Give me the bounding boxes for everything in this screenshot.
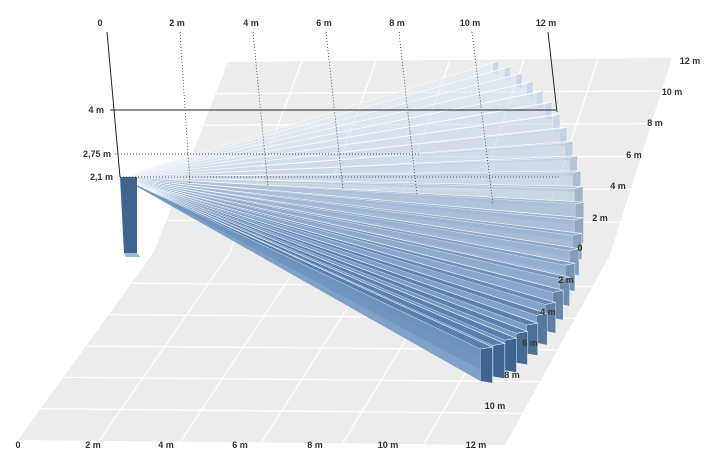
vertical-axis-line (106, 31, 121, 178)
right-back-tick-1: 10 m (662, 87, 683, 97)
beam-2 (119, 66, 511, 178)
top-tick-5: 10 m (460, 18, 481, 28)
right-back-axis-labels: 12 m 10 m 8 m 6 m 4 m 2 m 0 (577, 56, 700, 253)
tick-guide-2 (252, 31, 269, 188)
sensor-device (120, 177, 140, 257)
right-front-tick-3: 8 m (504, 370, 520, 380)
top-tick-3: 6 m (316, 18, 332, 28)
tick-guide-5 (471, 31, 494, 206)
detection-beams (119, 60, 585, 384)
right-front-tick-2: 6 m (522, 338, 538, 348)
range-12m-line (547, 31, 558, 113)
beam-7 (119, 113, 561, 178)
beam-9 (119, 140, 573, 178)
top-tick-4: 8 m (389, 18, 405, 28)
guide-lines (106, 31, 560, 178)
right-back-tick-6: 0 (577, 243, 582, 253)
tick-guide-1 (179, 31, 191, 184)
right-back-tick-0: 12 m (680, 56, 701, 66)
bottom-tick-6: 12 m (466, 440, 487, 450)
beam-4 (119, 81, 534, 178)
right-back-tick-4: 4 m (610, 181, 626, 191)
top-tick-1: 2 m (169, 18, 185, 28)
bottom-tick-2: 4 m (158, 440, 174, 450)
right-front-tick-4: 10 m (485, 401, 506, 411)
beam-3 (119, 72, 523, 178)
height-axis-labels: 4 m 2,75 m 2,1 m (83, 105, 113, 182)
bottom-axis-labels: 0 2 m 4 m 6 m 8 m 10 m 12 m (15, 440, 486, 450)
beam-26 (119, 176, 494, 384)
bottom-tick-3: 6 m (232, 440, 248, 450)
tick-guide-lines (179, 31, 494, 206)
bottom-tick-1: 2 m (85, 440, 101, 450)
height-tick-0: 4 m (88, 105, 104, 115)
right-back-tick-3: 6 m (626, 150, 642, 160)
bottom-tick-4: 8 m (307, 440, 323, 450)
beam-8 (119, 126, 568, 178)
right-front-tick-1: 4 m (540, 307, 556, 317)
right-back-tick-2: 8 m (647, 118, 663, 128)
bottom-tick-5: 10 m (378, 440, 399, 450)
top-tick-0: 0 (97, 18, 102, 28)
tick-guide-3 (325, 31, 344, 191)
tick-guide-4 (398, 31, 418, 196)
height-tick-1: 2,75 m (83, 149, 111, 159)
height-tick-2: 2,1 m (90, 172, 113, 182)
bottom-tick-0: 0 (15, 440, 20, 450)
top-axis-labels: 0 2 m 4 m 6 m 8 m 10 m 12 m (97, 18, 556, 28)
right-front-tick-0: 2 m (558, 275, 574, 285)
right-front-axis-labels: 2 m 4 m 6 m 8 m 10 m (485, 275, 574, 411)
top-tick-2: 4 m (243, 18, 259, 28)
top-tick-6: 12 m (536, 18, 557, 28)
right-back-tick-5: 2 m (592, 213, 608, 223)
